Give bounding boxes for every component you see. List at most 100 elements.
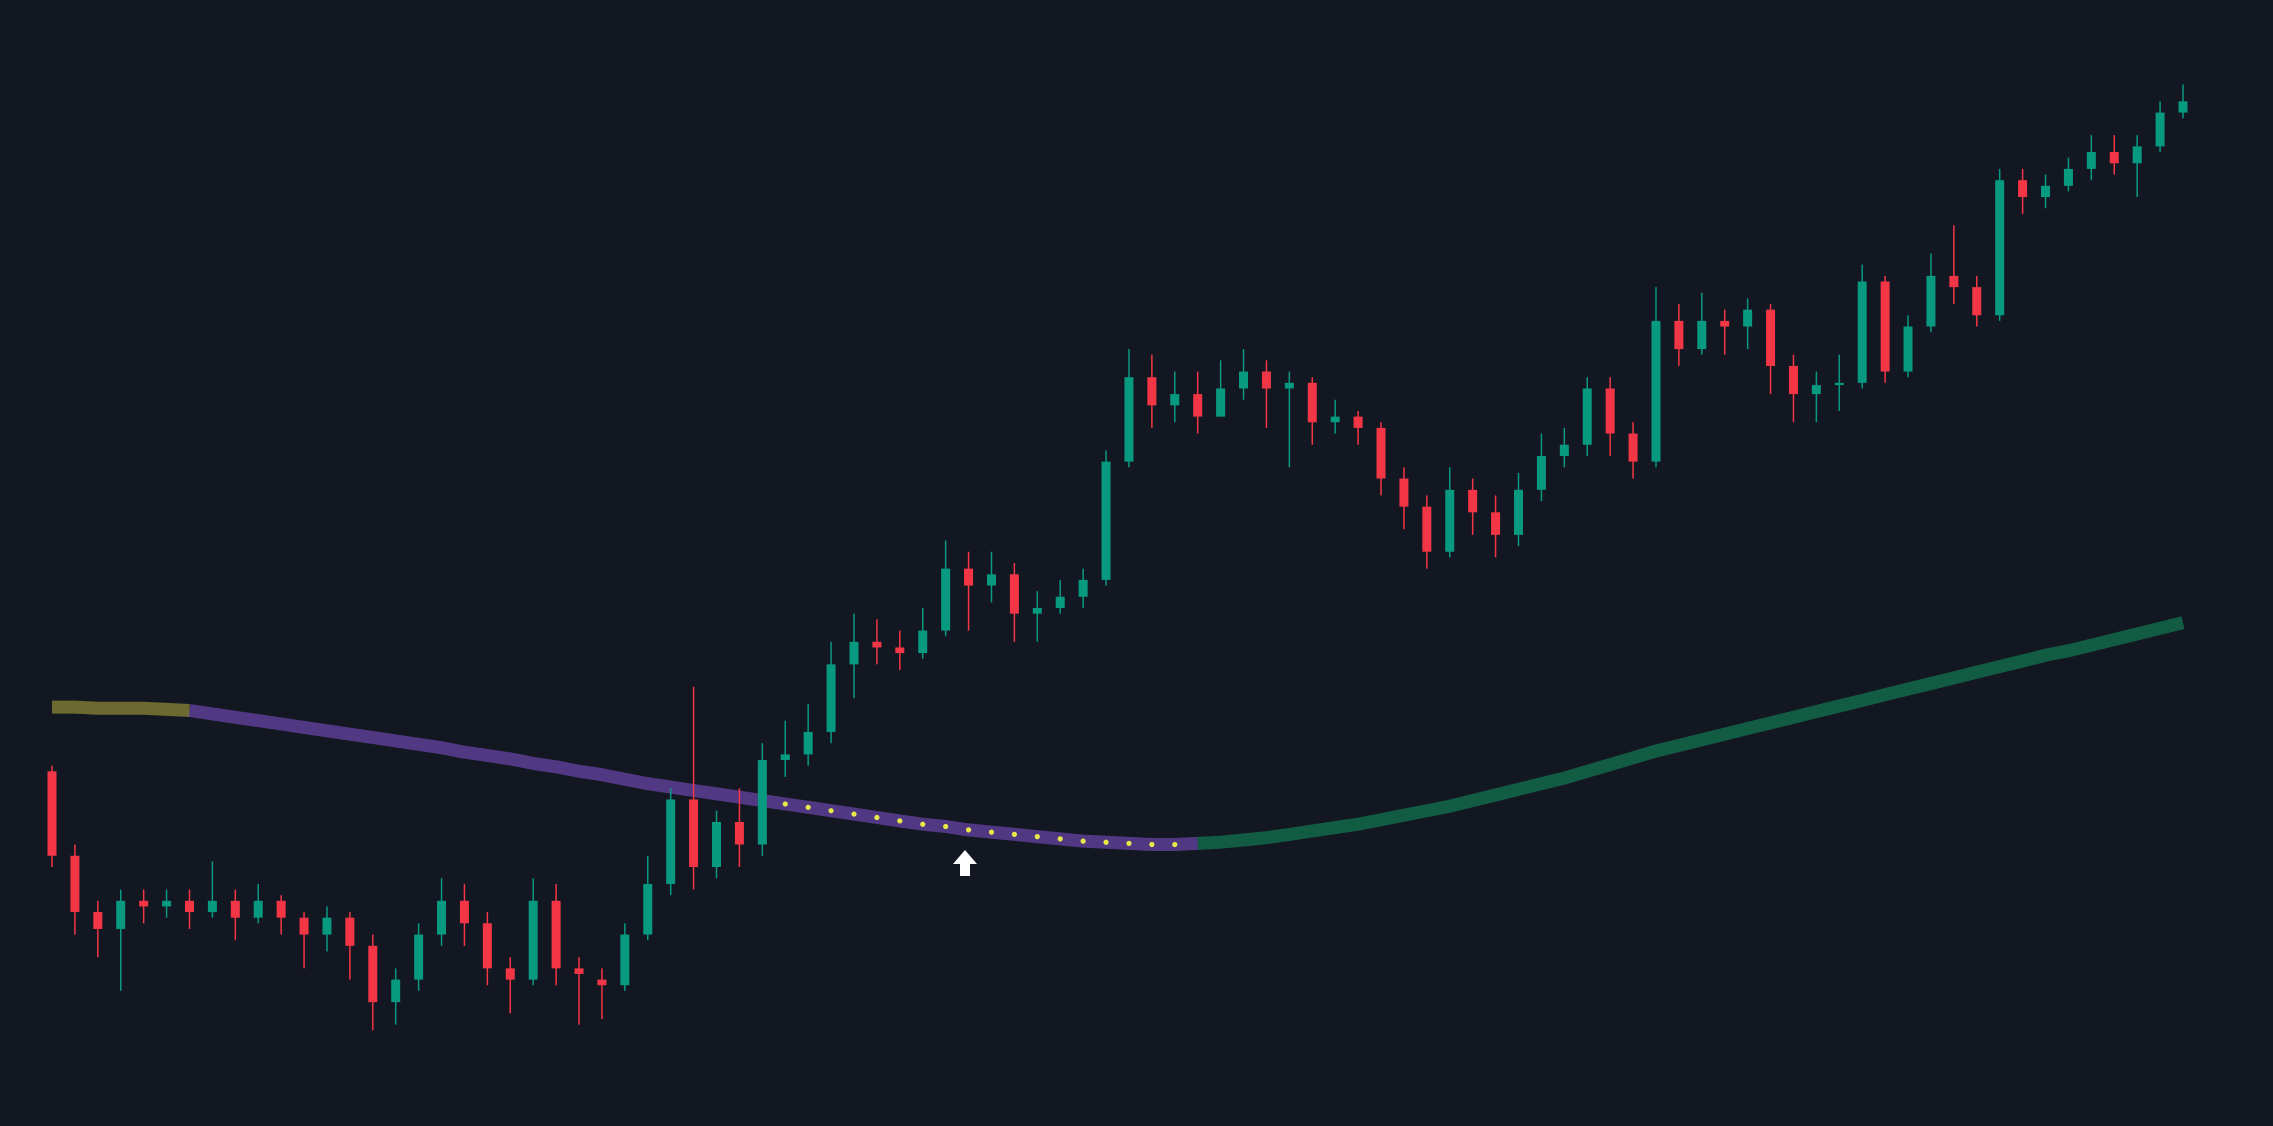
candle-body: [345, 917, 355, 946]
signal-dot: [874, 814, 880, 821]
candle-body: [1766, 309, 1776, 366]
candle-body: [1857, 281, 1867, 383]
candle-body: [895, 647, 905, 654]
candle-body: [1559, 444, 1569, 457]
candle-body: [1193, 394, 1203, 417]
candle-body: [1582, 388, 1592, 445]
candle-body: [574, 968, 584, 974]
candle-body: [666, 799, 676, 884]
candle-body: [757, 760, 767, 845]
candle-body: [2109, 152, 2119, 164]
candle-body: [1926, 275, 1936, 327]
candle-body: [1307, 382, 1317, 423]
candle-body: [551, 900, 561, 969]
candle-body: [1995, 180, 2005, 316]
moving-average-band: [52, 700, 190, 717]
candle-body: [826, 664, 836, 732]
candle-body: [2155, 112, 2165, 147]
candle-body: [230, 900, 240, 918]
candle-body: [391, 979, 401, 1003]
candle-body: [1743, 309, 1753, 327]
candle-body: [1697, 320, 1707, 350]
candle-body: [712, 821, 722, 868]
signal-dot: [851, 811, 857, 817]
candle-body: [1834, 382, 1844, 386]
candle-body: [2018, 180, 2028, 198]
candle-body: [1284, 382, 1294, 389]
signal-dot: [782, 801, 788, 807]
signal-dot: [897, 818, 903, 824]
candle-body: [1399, 478, 1409, 507]
candle-body: [322, 917, 332, 935]
signal-arrow: [953, 850, 977, 876]
candle-body: [1147, 377, 1157, 406]
candle-body: [139, 900, 149, 907]
signal-dot: [1149, 841, 1155, 848]
candle-body: [1422, 506, 1432, 552]
candle-body: [1674, 320, 1684, 350]
signal-dot: [1011, 831, 1017, 837]
candle-body: [1903, 326, 1913, 372]
candle-body: [1445, 489, 1455, 552]
signal-dot: [943, 823, 949, 830]
candle-body: [299, 917, 309, 935]
candle-body: [528, 900, 538, 980]
signal-dot: [965, 827, 972, 833]
candle-body: [116, 900, 126, 929]
signal-dot: [920, 821, 926, 827]
signal-dot: [1103, 839, 1109, 845]
candle-body: [437, 900, 447, 935]
signal-dot: [805, 804, 811, 810]
candle-body: [2178, 101, 2188, 113]
candle-body: [689, 799, 699, 868]
candle-body: [643, 883, 653, 935]
candle-body: [734, 821, 744, 845]
candle-body: [253, 900, 263, 918]
signal-dot: [828, 808, 834, 814]
signal-dot: [1126, 840, 1132, 846]
candle-body: [2132, 146, 2142, 164]
candle-body: [1811, 385, 1821, 395]
candle-body: [1216, 388, 1226, 417]
candle-body: [1651, 320, 1661, 462]
candle-body: [964, 568, 974, 586]
candle-body: [803, 731, 813, 755]
candles: [47, 84, 2188, 1031]
candle-body: [1009, 574, 1019, 614]
candle-body: [1628, 433, 1638, 462]
candle-body: [1330, 416, 1340, 423]
signal-dot: [1057, 836, 1063, 842]
candle-body: [482, 923, 492, 969]
candle-body: [47, 771, 57, 856]
candle-body: [459, 900, 469, 924]
candle-body: [1949, 275, 1959, 288]
candle-body: [780, 754, 790, 761]
candle-body: [414, 934, 424, 980]
signal-dot: [1034, 834, 1040, 840]
candle-body: [93, 912, 103, 929]
candle-body: [1032, 608, 1042, 614]
moving-average-band: [1197, 616, 2185, 850]
candle-body: [1261, 371, 1271, 389]
candle-body: [207, 900, 217, 913]
candle-body: [849, 641, 859, 665]
candle-body: [1101, 461, 1111, 580]
candle-body: [1491, 512, 1501, 535]
candle-body: [2041, 185, 2051, 198]
candle-body: [1239, 371, 1249, 389]
candle-body: [1513, 489, 1523, 535]
candle-body: [1972, 287, 1982, 316]
candle-body: [941, 568, 951, 631]
candle-body: [70, 855, 80, 913]
candle-body: [505, 968, 515, 980]
signal-dot: [1172, 841, 1178, 848]
candle-body: [368, 945, 378, 1003]
candle-body: [1353, 416, 1363, 428]
candle-body: [918, 630, 928, 654]
candle-body: [2063, 168, 2073, 186]
candle-body: [1605, 388, 1615, 434]
candle-body: [986, 574, 996, 586]
candle-body: [1468, 489, 1478, 513]
